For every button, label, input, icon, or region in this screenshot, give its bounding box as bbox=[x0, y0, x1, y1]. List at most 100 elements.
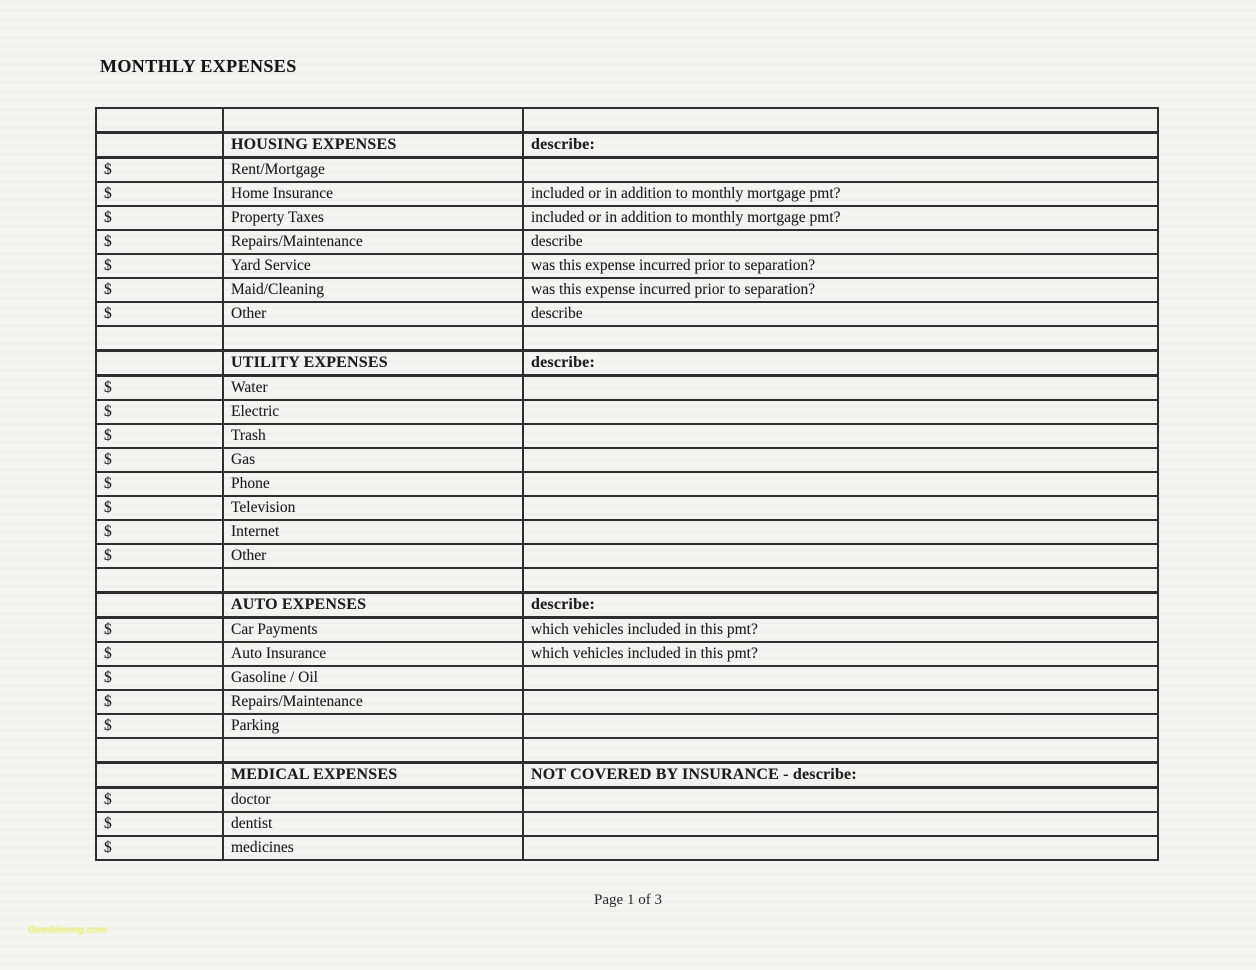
section-header-title: UTILITY EXPENSES bbox=[222, 349, 524, 377]
note-cell bbox=[522, 689, 1159, 715]
currency-cell: $ bbox=[95, 253, 224, 279]
section-header-row: MEDICAL EXPENSES NOT COVERED BY INSURANCE… bbox=[95, 761, 1159, 789]
note-cell bbox=[522, 713, 1159, 739]
spacer-item-cell bbox=[222, 567, 524, 594]
expense-row: $ medicines bbox=[95, 835, 1159, 861]
note-cell: included or in addition to monthly mortg… bbox=[522, 181, 1159, 207]
item-cell: Phone bbox=[222, 471, 524, 497]
watermark: Gembloong.com bbox=[28, 925, 107, 936]
item-cell: Home Insurance bbox=[222, 181, 524, 207]
item-cell: dentist bbox=[222, 811, 524, 837]
currency-cell: $ bbox=[95, 205, 224, 231]
expenses-table: HOUSING EXPENSES describe: $ Rent/Mortgage $… bbox=[95, 107, 1159, 861]
currency-cell: $ bbox=[95, 471, 224, 497]
spacer-item-cell bbox=[222, 325, 524, 352]
item-cell: Repairs/Maintenance bbox=[222, 689, 524, 715]
item-cell: Gas bbox=[222, 447, 524, 473]
item-cell: Rent/Mortgage bbox=[222, 156, 524, 183]
currency-cell: $ bbox=[95, 543, 224, 569]
currency-cell: $ bbox=[95, 835, 224, 861]
section-header-note: NOT COVERED BY INSURANCE - describe: bbox=[522, 761, 1159, 789]
note-cell bbox=[522, 519, 1159, 545]
expense-row: $ Electric bbox=[95, 399, 1159, 425]
note-cell bbox=[522, 423, 1159, 449]
expense-row: $ Car Payments which vehicles included in … bbox=[95, 616, 1159, 643]
expense-row: $ Internet bbox=[95, 519, 1159, 545]
spacer-note-cell bbox=[522, 567, 1159, 594]
section-header-row: AUTO EXPENSES describe: bbox=[95, 591, 1159, 619]
expense-row: $ Trash bbox=[95, 423, 1159, 449]
item-cell: Water bbox=[222, 374, 524, 401]
item-cell: Repairs/Maintenance bbox=[222, 229, 524, 255]
expense-row: $ Auto Insurance which vehicles included i… bbox=[95, 641, 1159, 667]
currency-cell: $ bbox=[95, 447, 224, 473]
section-header-amount-cell bbox=[95, 591, 224, 619]
expense-row: $ Television bbox=[95, 495, 1159, 521]
currency-cell: $ bbox=[95, 689, 224, 715]
section-spacer-row bbox=[95, 325, 1159, 352]
expense-row: $ Repairs/Maintenance describe bbox=[95, 229, 1159, 255]
note-cell bbox=[522, 543, 1159, 569]
expense-row: $ Maid/Cleaning was this expense incurred … bbox=[95, 277, 1159, 303]
expense-row: $ dentist bbox=[95, 811, 1159, 837]
item-cell: Gasoline / Oil bbox=[222, 665, 524, 691]
expense-row: $ Yard Service was this expense incurred p… bbox=[95, 253, 1159, 279]
section-header-row: HOUSING EXPENSES describe: bbox=[95, 131, 1159, 159]
item-cell: Internet bbox=[222, 519, 524, 545]
note-cell: included or in addition to monthly mortg… bbox=[522, 205, 1159, 231]
item-cell: doctor bbox=[222, 786, 524, 813]
spacer-note-cell bbox=[522, 737, 1159, 764]
item-cell: Property Taxes bbox=[222, 205, 524, 231]
currency-cell: $ bbox=[95, 616, 224, 643]
expense-row: $ Water bbox=[95, 374, 1159, 401]
expense-row: $ Other bbox=[95, 543, 1159, 569]
expenses-table-body: HOUSING EXPENSES describe: $ Rent/Mortgage $… bbox=[95, 107, 1159, 861]
item-cell: Auto Insurance bbox=[222, 641, 524, 667]
section-header-title: AUTO EXPENSES bbox=[222, 591, 524, 619]
section-header-amount-cell bbox=[95, 761, 224, 789]
note-cell bbox=[522, 665, 1159, 691]
expense-row: $ Gas bbox=[95, 447, 1159, 473]
currency-cell: $ bbox=[95, 811, 224, 837]
currency-cell: $ bbox=[95, 665, 224, 691]
expense-row: $ Parking bbox=[95, 713, 1159, 739]
note-cell: was this expense incurred prior to separ… bbox=[522, 277, 1159, 303]
currency-cell: $ bbox=[95, 641, 224, 667]
note-cell: describe bbox=[522, 301, 1159, 327]
item-cell: Car Payments bbox=[222, 616, 524, 643]
section-header-note: describe: bbox=[522, 349, 1159, 377]
note-cell: which vehicles included in this pmt? bbox=[522, 616, 1159, 643]
expense-row: $ doctor bbox=[95, 786, 1159, 813]
note-cell bbox=[522, 447, 1159, 473]
currency-cell: $ bbox=[95, 786, 224, 813]
section-header-note: describe: bbox=[522, 131, 1159, 159]
section-header-title: MEDICAL EXPENSES bbox=[222, 761, 524, 789]
spacer-item-cell bbox=[222, 107, 524, 134]
section-spacer-row bbox=[95, 107, 1159, 134]
section-header-amount-cell bbox=[95, 349, 224, 377]
expense-row: $ Other describe bbox=[95, 301, 1159, 327]
expense-row: $ Phone bbox=[95, 471, 1159, 497]
page-title: MONTHLY EXPENSES bbox=[100, 56, 297, 76]
note-cell bbox=[522, 156, 1159, 183]
currency-cell: $ bbox=[95, 713, 224, 739]
note-cell bbox=[522, 399, 1159, 425]
currency-cell: $ bbox=[95, 495, 224, 521]
expense-row: $ Rent/Mortgage bbox=[95, 156, 1159, 183]
item-cell: Electric bbox=[222, 399, 524, 425]
spacer-amount-cell bbox=[95, 567, 224, 594]
section-spacer-row bbox=[95, 737, 1159, 764]
spacer-note-cell bbox=[522, 325, 1159, 352]
section-spacer-row bbox=[95, 567, 1159, 594]
expense-row: $ Property Taxes included or in addition t… bbox=[95, 205, 1159, 231]
item-cell: Yard Service bbox=[222, 253, 524, 279]
currency-cell: $ bbox=[95, 423, 224, 449]
note-cell bbox=[522, 835, 1159, 861]
currency-cell: $ bbox=[95, 301, 224, 327]
note-cell bbox=[522, 811, 1159, 837]
item-cell: Maid/Cleaning bbox=[222, 277, 524, 303]
currency-cell: $ bbox=[95, 374, 224, 401]
note-cell bbox=[522, 374, 1159, 401]
item-cell: Other bbox=[222, 301, 524, 327]
spacer-item-cell bbox=[222, 737, 524, 764]
